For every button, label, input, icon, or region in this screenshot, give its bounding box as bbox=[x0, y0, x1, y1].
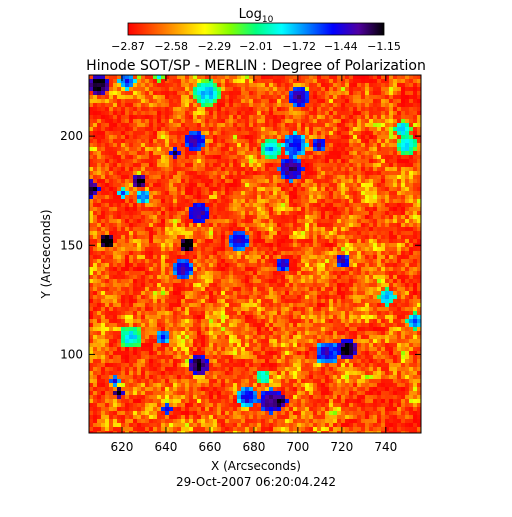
colorbar-tick-label: −2.87 bbox=[111, 40, 145, 53]
heatmap-image bbox=[89, 75, 421, 435]
x-tick-label: 660 bbox=[198, 440, 221, 454]
x-tick-label: 700 bbox=[286, 440, 309, 454]
y-axis-label: Y (Arcseconds) bbox=[39, 209, 53, 299]
y-tick-label: 200 bbox=[60, 129, 83, 143]
colorbar-tick-label: −2.58 bbox=[154, 40, 188, 53]
y-tick-label: 100 bbox=[60, 347, 83, 361]
x-tick-label: 640 bbox=[155, 440, 178, 454]
colorbar-tick-label: −1.72 bbox=[282, 40, 316, 53]
x-tick-label: 620 bbox=[111, 440, 134, 454]
x-axis-label: X (Arcseconds) bbox=[211, 459, 301, 473]
colorbar-label: Log10 bbox=[239, 7, 274, 25]
colorbar-tick-label: −2.01 bbox=[239, 40, 273, 53]
x-tick-label: 720 bbox=[330, 440, 353, 454]
colorbar-tick-label: −1.44 bbox=[324, 40, 358, 53]
x-tick-label: 740 bbox=[374, 440, 397, 454]
colorbar bbox=[128, 23, 384, 35]
colorbar-ticks: −2.87 −2.58 −2.29 −2.01 −1.72 −1.44 −1.15 bbox=[111, 40, 401, 53]
x-tick-label: 680 bbox=[242, 440, 265, 454]
timestamp: 29-Oct-2007 06:20:04.242 bbox=[176, 475, 336, 489]
colorbar-tick-label: −1.15 bbox=[367, 40, 401, 53]
colorbar-tick-label: −2.29 bbox=[197, 40, 231, 53]
chart-title: Hinode SOT/SP - MERLIN : Degree of Polar… bbox=[86, 58, 426, 74]
y-tick-label: 150 bbox=[60, 238, 83, 252]
